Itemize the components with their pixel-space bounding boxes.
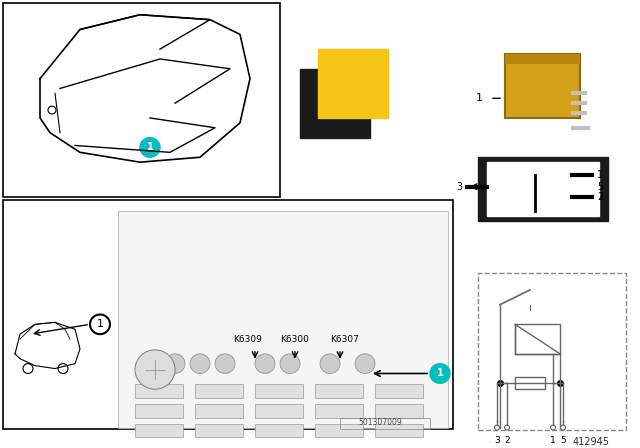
Circle shape xyxy=(255,354,275,374)
Text: 1: 1 xyxy=(597,170,603,180)
Bar xyxy=(255,404,303,418)
Bar xyxy=(195,404,243,418)
Polygon shape xyxy=(505,54,580,64)
Bar xyxy=(375,424,423,437)
Bar xyxy=(135,384,183,398)
Bar xyxy=(375,404,423,418)
Circle shape xyxy=(561,425,566,430)
Bar xyxy=(255,384,303,398)
Circle shape xyxy=(165,354,185,374)
Text: 5: 5 xyxy=(560,436,566,445)
Text: 1: 1 xyxy=(476,93,483,103)
Text: 501307009: 501307009 xyxy=(358,418,402,426)
Circle shape xyxy=(550,425,556,430)
Circle shape xyxy=(504,425,509,430)
Bar xyxy=(135,424,183,437)
Bar xyxy=(515,377,545,389)
Text: 3: 3 xyxy=(456,182,462,192)
Circle shape xyxy=(140,138,160,157)
Circle shape xyxy=(495,425,499,430)
Text: 2: 2 xyxy=(597,192,604,202)
Text: 1: 1 xyxy=(550,436,556,445)
Bar xyxy=(300,69,370,138)
Circle shape xyxy=(280,354,300,374)
Text: 2: 2 xyxy=(504,436,510,445)
Bar xyxy=(118,211,448,427)
Text: 5: 5 xyxy=(597,182,604,192)
Bar xyxy=(375,384,423,398)
Bar xyxy=(478,273,626,431)
Bar xyxy=(487,162,599,216)
Bar xyxy=(515,324,560,354)
Circle shape xyxy=(215,354,235,374)
Bar xyxy=(195,384,243,398)
Circle shape xyxy=(320,354,340,374)
Text: 1: 1 xyxy=(436,368,444,379)
Bar xyxy=(315,424,363,437)
Bar xyxy=(315,384,363,398)
Text: 412945: 412945 xyxy=(573,437,610,448)
Text: 1: 1 xyxy=(97,319,104,329)
Bar xyxy=(340,418,430,430)
Bar xyxy=(3,201,453,430)
Text: K6307: K6307 xyxy=(331,335,360,344)
Bar xyxy=(255,424,303,437)
Bar xyxy=(478,157,608,221)
Circle shape xyxy=(190,354,210,374)
Text: 1: 1 xyxy=(147,142,154,152)
Text: K6309: K6309 xyxy=(234,335,262,344)
Bar xyxy=(505,54,580,118)
Bar xyxy=(315,404,363,418)
Bar xyxy=(135,404,183,418)
Circle shape xyxy=(355,354,375,374)
Text: 3: 3 xyxy=(494,436,500,445)
Bar xyxy=(318,49,388,118)
Text: K6300: K6300 xyxy=(280,335,309,344)
Circle shape xyxy=(430,364,450,383)
Circle shape xyxy=(135,350,175,389)
Bar xyxy=(195,424,243,437)
